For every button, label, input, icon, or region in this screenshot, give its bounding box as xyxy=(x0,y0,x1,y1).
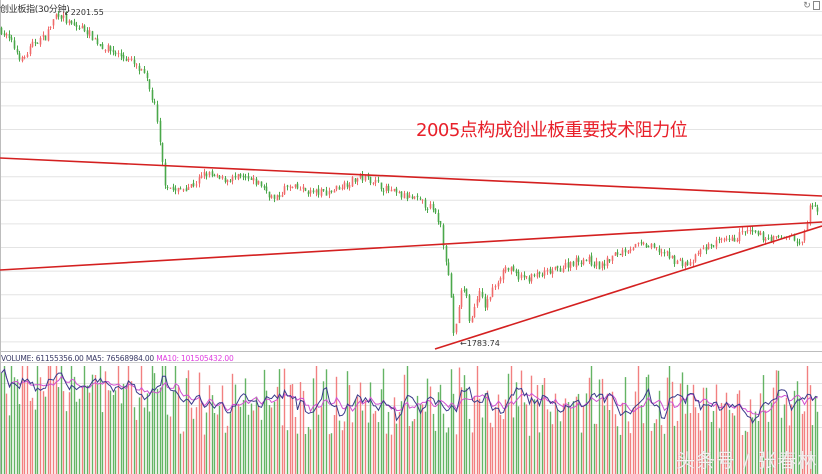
volume-value: VOLUME: 61155356.00 xyxy=(1,354,84,363)
resistance-annotation: 2005点构成创业板重要技术阻力位 xyxy=(416,120,688,141)
ma5-value: MA5: 76568984.00 xyxy=(85,354,154,363)
high-price-label: ↙2201.55 xyxy=(64,8,104,17)
low-value: 1783.74 xyxy=(466,339,500,348)
volume-legend: VOLUME: 61155356.00 MA5: 76568984.00 MA1… xyxy=(1,354,234,363)
upper-wedge-trendline[interactable] xyxy=(0,221,822,271)
low-price-label: ←1783.74 xyxy=(460,339,500,348)
window-icon[interactable] xyxy=(813,1,820,10)
ma10-value: MA10: 101505432.00 xyxy=(156,354,234,363)
resistance-trendline[interactable] xyxy=(0,157,822,197)
window-controls: ↻ xyxy=(803,1,820,10)
high-value: 2201.55 xyxy=(70,8,104,17)
support-trendline[interactable] xyxy=(434,225,822,350)
refresh-icon[interactable]: ↻ xyxy=(803,0,811,10)
watermark: 头条号 / 张春林 xyxy=(676,450,818,472)
chart-title: 创业板指(30分钟) xyxy=(0,5,70,15)
